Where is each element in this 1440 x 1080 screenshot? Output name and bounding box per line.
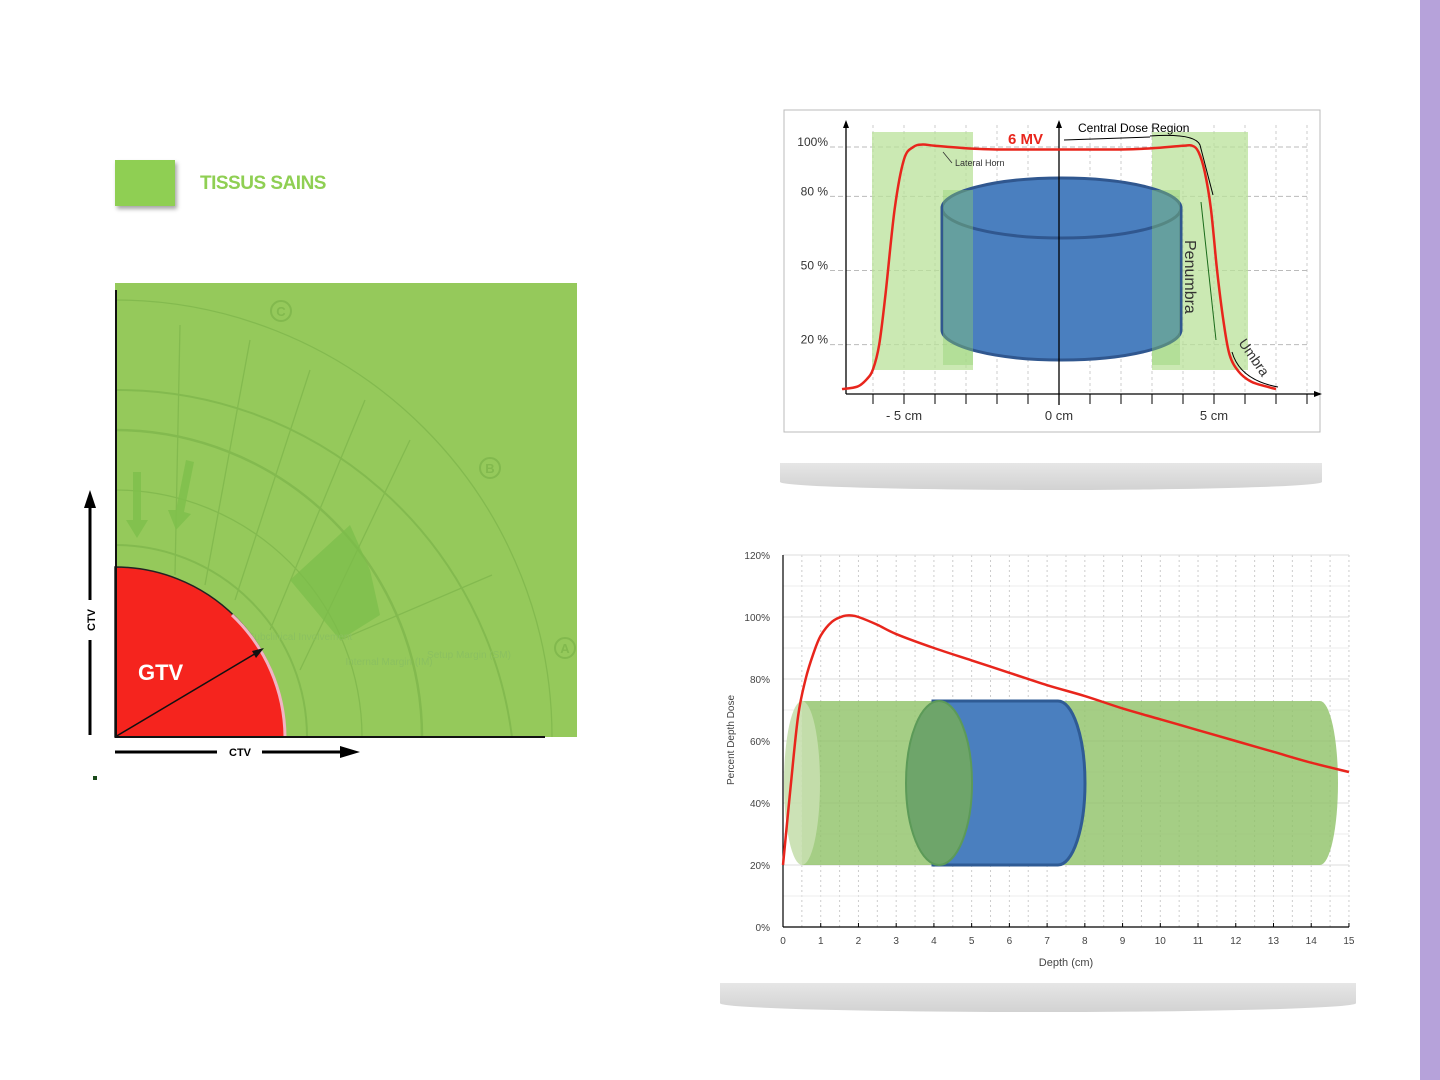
y-axis-label: Percent Depth Dose <box>726 695 737 785</box>
bullet-marker <box>93 776 97 780</box>
x-tick-label: 5 <box>969 936 975 947</box>
ctv-vertical-label: CTV <box>86 608 98 631</box>
profile-curve <box>841 143 1277 391</box>
x-tick-label: 7 <box>1044 936 1050 947</box>
margin-rings <box>114 299 553 738</box>
gtv-edge <box>230 613 287 738</box>
caption-bar-1 <box>780 463 1322 490</box>
x-tick-label: 0 <box>780 936 786 947</box>
y-tick-label: 20% <box>750 861 770 872</box>
circle-markers <box>270 300 576 659</box>
x-axis-label: Depth (cm) <box>1039 957 1093 969</box>
ctv-vertical-arrow <box>84 490 96 735</box>
legend-label: TISSUS SAINS <box>200 173 326 194</box>
x-tick-label: 10 <box>1155 936 1167 947</box>
annotation-penumbra: Penumbra <box>1181 240 1198 314</box>
y-tick-label: 60% <box>750 737 770 748</box>
y-tick-label: 20 % <box>801 333 829 347</box>
arrows <box>126 460 194 538</box>
radius-arrow <box>114 651 259 738</box>
x-tick-label: 11 <box>1193 936 1204 947</box>
x-tick-label: 8 <box>1082 936 1088 947</box>
target-cylinder <box>940 176 1183 365</box>
x-tick-label: 12 <box>1230 936 1242 947</box>
x-tick-label: 1 <box>818 936 824 947</box>
chart-title: 6 MV <box>1008 131 1043 148</box>
side-accent-bar <box>1420 0 1440 1080</box>
y-tick-label: 100% <box>797 135 828 149</box>
x-tick-label: 13 <box>1268 936 1280 947</box>
label-subclinical: Subclinical Involvement <box>248 632 353 643</box>
target-cylinder <box>905 699 1087 867</box>
x-tick-label: 3 <box>893 936 899 947</box>
gtv-label: GTV <box>138 660 184 685</box>
y-tick-label: 100% <box>744 613 770 624</box>
marker-b: B <box>485 461 494 476</box>
x-tick-label: 2 <box>856 936 862 947</box>
x-tick-label: 4 <box>931 936 937 947</box>
y-tick-label: 40% <box>750 799 770 810</box>
caption-bar-2 <box>720 983 1356 1012</box>
x-tick-label: 9 <box>1120 936 1126 947</box>
ctv-horizontal-arrow <box>115 746 360 758</box>
x-tick-label: 0 cm <box>1045 408 1073 423</box>
y-tick-label: 80 % <box>801 184 829 198</box>
marker-a: A <box>560 641 570 656</box>
label-setup-margin: Setup Margin (SM) <box>427 650 511 661</box>
internal-margin-zone <box>290 525 380 640</box>
legend-swatch-healthy-tissue <box>115 160 175 206</box>
pdd-curve <box>781 614 1350 866</box>
annotation-central-dose: Central Dose Region <box>1078 121 1189 135</box>
x-tick-label: 6 <box>1007 936 1013 947</box>
y-tick-label: 120% <box>744 551 770 562</box>
marker-c: C <box>276 304 286 319</box>
margin-diagram: C B A Subclinical Involvement Internal M… <box>84 283 577 780</box>
x-tick-label: 14 <box>1306 936 1318 947</box>
y-tick-label: 50 % <box>801 259 829 273</box>
annotation-lateral-horn: Lateral Horn <box>955 158 1005 168</box>
y-tick-label: 80% <box>750 675 770 686</box>
y-tick-label: 0% <box>756 923 771 934</box>
label-internal-margin: Internal Margin (IM) <box>345 657 432 668</box>
x-tick-label: 5 cm <box>1200 408 1228 423</box>
x-tick-label: 15 <box>1343 936 1355 947</box>
ctv-horizontal-label: CTV <box>229 747 252 759</box>
x-tick-label: - 5 cm <box>886 408 922 423</box>
